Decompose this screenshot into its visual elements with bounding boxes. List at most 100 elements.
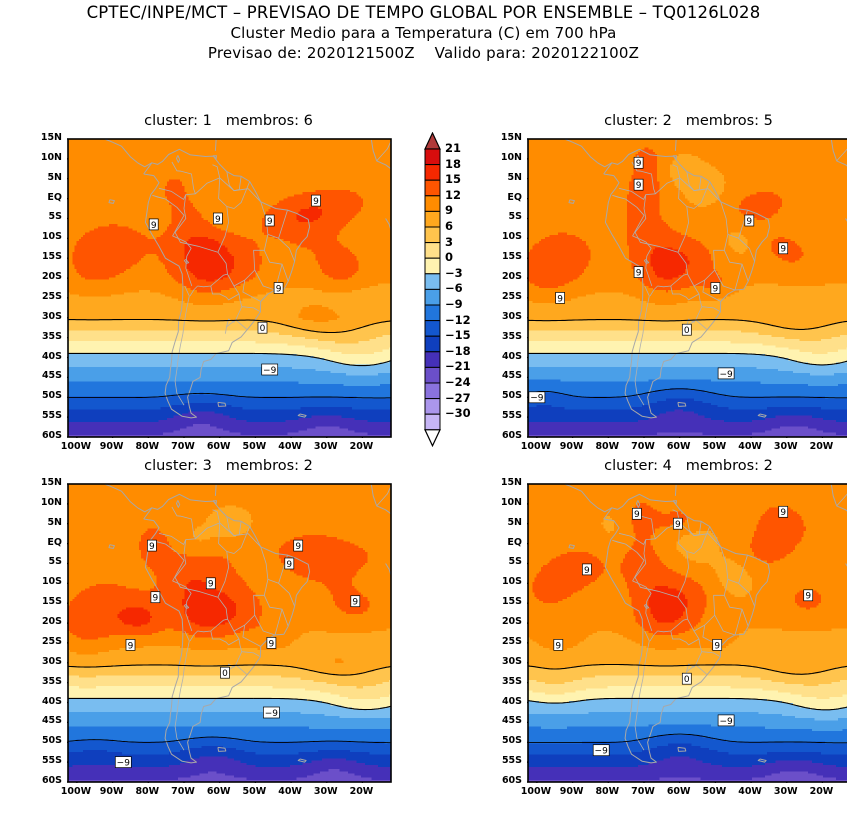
colorbar-band (425, 149, 440, 165)
svg-text:9: 9 (128, 641, 134, 651)
x-axis-label: 90W (92, 786, 132, 797)
svg-text:9: 9 (634, 510, 640, 520)
x-axis-label: 50W (234, 786, 274, 797)
colorbar-band (425, 305, 440, 321)
svg-text:−9: −9 (719, 370, 733, 380)
y-axis-label: 30S (22, 656, 62, 667)
colorbar-tick-label: −21 (445, 359, 471, 373)
svg-text:9: 9 (286, 560, 292, 570)
y-axis-label: 15N (482, 477, 522, 488)
svg-text:9: 9 (151, 221, 157, 231)
colorbar-band (425, 196, 440, 212)
colorbar-band (425, 274, 440, 290)
y-axis-label: 10N (482, 497, 522, 508)
y-axis-label: 5N (482, 517, 522, 528)
colorbar-band (425, 414, 440, 430)
x-axis-label: 100W (56, 441, 96, 452)
y-axis-label: 30S (482, 311, 522, 322)
colorbar-tick-label: 9 (445, 203, 453, 217)
x-axis-label: 100W (56, 786, 96, 797)
svg-text:9: 9 (636, 269, 642, 279)
colorbar-band (425, 383, 440, 399)
y-axis-label: 30S (22, 311, 62, 322)
y-axis-label: 20S (22, 271, 62, 282)
svg-text:0: 0 (684, 675, 690, 685)
svg-text:9: 9 (780, 245, 786, 255)
x-axis-label: 70W (623, 441, 663, 452)
x-axis-label: 50W (694, 786, 734, 797)
y-axis-label: 15N (22, 132, 62, 143)
svg-text:−9: −9 (117, 759, 131, 769)
panel-title-cluster-1: cluster: 1 membros: 6 (22, 113, 435, 129)
x-axis-label: 80W (127, 441, 167, 452)
x-axis-label: 20W (801, 441, 841, 452)
y-axis-label: 15N (22, 477, 62, 488)
x-axis-label: 50W (234, 441, 274, 452)
colorbar-tick-label: 3 (445, 235, 453, 249)
y-axis-label: 5S (22, 556, 62, 567)
colorbar-band (425, 243, 440, 259)
x-axis-label: 80W (587, 786, 627, 797)
y-axis-label: 40S (22, 351, 62, 362)
y-axis-label: 45S (22, 370, 62, 381)
colorbar-band (425, 352, 440, 368)
x-axis-label: 20W (341, 441, 381, 452)
svg-text:9: 9 (555, 641, 561, 651)
colorbar-band (425, 336, 440, 352)
y-axis-label: 60S (482, 430, 522, 441)
colorbar-tick-label: 6 (445, 219, 453, 233)
y-axis-label: 60S (22, 430, 62, 441)
y-axis-label: 5N (22, 172, 62, 183)
y-axis-label: 45S (482, 715, 522, 726)
svg-text:9: 9 (295, 542, 301, 552)
y-axis-label: 55S (22, 410, 62, 421)
header-line-1: CPTEC/INPE/MCT – PREVISAO DE TEMPO GLOBA… (0, 0, 847, 23)
x-axis-label: 40W (730, 441, 770, 452)
colorbar-tick-label: 21 (445, 141, 461, 155)
svg-text:9: 9 (269, 639, 275, 649)
svg-text:9: 9 (636, 181, 642, 191)
y-axis-label: 15S (482, 251, 522, 262)
svg-text:9: 9 (584, 566, 590, 576)
x-axis-label: 90W (552, 786, 592, 797)
svg-text:9: 9 (267, 217, 273, 227)
colorbar-tick-label: −9 (445, 297, 463, 311)
panel-title-cluster-4: cluster: 4 membros: 2 (482, 458, 847, 474)
x-axis-label: 90W (92, 441, 132, 452)
y-axis-label: 10S (482, 576, 522, 587)
y-axis-label: 50S (22, 390, 62, 401)
x-axis-label: 80W (127, 786, 167, 797)
svg-text:−9: −9 (595, 747, 609, 757)
colorbar-band (425, 367, 440, 383)
panel-title-cluster-2: cluster: 2 membros: 5 (482, 113, 847, 129)
x-axis-label: 70W (163, 441, 203, 452)
y-axis-label: 5N (22, 517, 62, 528)
svg-text:9: 9 (714, 641, 720, 651)
x-axis-label: 30W (306, 786, 346, 797)
panel-title-cluster-3: cluster: 3 membros: 2 (22, 458, 435, 474)
svg-text:−9: −9 (263, 366, 277, 376)
y-axis-label: 40S (482, 351, 522, 362)
svg-text:−9: −9 (530, 394, 544, 404)
svg-text:9: 9 (153, 594, 159, 604)
colorbar-tick-label: −24 (445, 375, 471, 389)
svg-text:0: 0 (260, 324, 266, 334)
y-axis-label: 15S (22, 596, 62, 607)
svg-text:9: 9 (675, 520, 681, 530)
x-axis-label: 30W (766, 441, 806, 452)
svg-text:9: 9 (805, 592, 811, 602)
y-axis-label: 5S (22, 211, 62, 222)
y-axis-label: 10S (22, 231, 62, 242)
svg-text:9: 9 (208, 580, 214, 590)
colorbar-band (425, 289, 440, 305)
y-axis-label: 35S (482, 676, 522, 687)
svg-text:9: 9 (149, 542, 155, 552)
colorbar-tick-label: −30 (445, 406, 471, 420)
y-axis-label: 20S (482, 616, 522, 627)
y-axis-label: 35S (22, 331, 62, 342)
colorbar-tick-label: 12 (445, 188, 461, 202)
